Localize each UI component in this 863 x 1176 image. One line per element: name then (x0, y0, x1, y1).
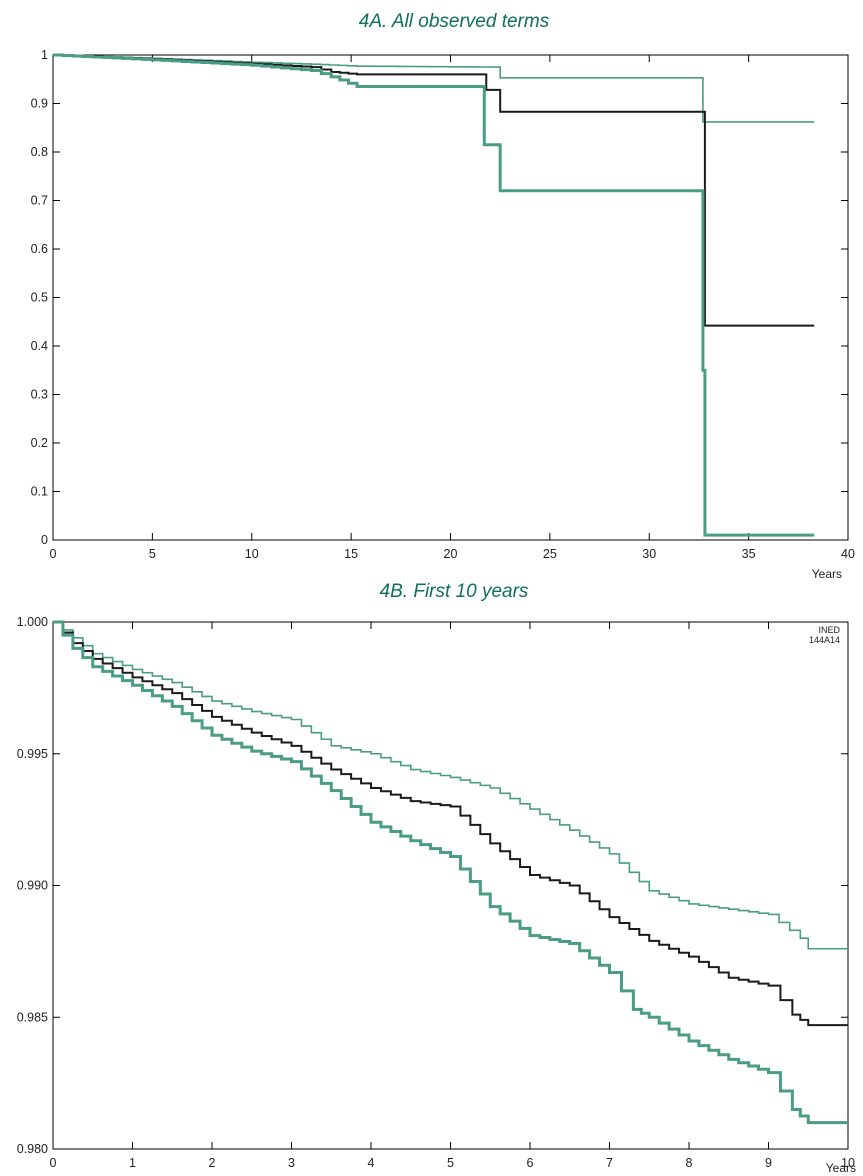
y-tick-label: 0.2 (31, 436, 48, 450)
series-line-thick (53, 620, 848, 1125)
chart-4a-plot-frame (52, 54, 849, 541)
ined-credit-line1: INED (818, 625, 840, 635)
x-tick-label: 20 (444, 547, 458, 561)
x-tick-label: 25 (543, 547, 557, 561)
x-tick-label: 10 (245, 547, 259, 561)
chart-4b-x-unit: Years (826, 1161, 856, 1175)
x-tick-label: 6 (527, 1156, 534, 1170)
ined-credit-line2: 144A14 (809, 635, 840, 645)
x-tick-label: 15 (344, 547, 358, 561)
y-tick-label: 0.4 (31, 339, 48, 353)
chart-4a-title: 4A. All observed terms (359, 11, 550, 32)
x-tick-label: 1 (129, 1156, 136, 1170)
y-tick-label: 0.1 (31, 485, 48, 499)
y-tick-label: 0.990 (17, 879, 48, 893)
y-tick-label: 0.5 (31, 291, 48, 305)
y-tick-label: 0.6 (31, 242, 48, 256)
y-tick-label: 0.3 (31, 388, 48, 402)
chart-4a-y-axis: 0 0.1 0.2 0.3 0.4 0.5 0.6 0.7 0.8 0.9 1 (31, 48, 848, 547)
x-tick-label: 30 (642, 547, 656, 561)
x-tick-label: 7 (606, 1156, 613, 1170)
chart-4b-y-axis: 0.980 0.985 0.990 0.995 1.000 (17, 615, 848, 1156)
x-tick-label: 8 (686, 1156, 693, 1170)
x-tick-label: 5 (149, 547, 156, 561)
x-tick-label: 40 (841, 547, 855, 561)
x-tick-label: 2 (209, 1156, 216, 1170)
y-tick-label: 0.8 (31, 145, 48, 159)
y-tick-label: 0 (41, 533, 48, 547)
y-tick-label: 0.9 (31, 97, 48, 111)
x-tick-label: 3 (288, 1156, 295, 1170)
y-tick-label: 0.7 (31, 194, 48, 208)
x-tick-label: 35 (742, 547, 756, 561)
y-tick-label: 1 (41, 48, 48, 62)
chart-4a-series (53, 53, 815, 537)
y-tick-label: 0.980 (17, 1142, 48, 1156)
x-tick-label: 4 (368, 1156, 375, 1170)
x-tick-label: 0 (50, 1156, 57, 1170)
x-tick-label: 10 (841, 1156, 855, 1170)
series-line-thin (53, 621, 848, 950)
chart-4b: 4B. First 10 years 0 1 2 3 4 5 6 7 8 9 10 0.9800.9… (17, 581, 856, 1175)
y-tick-label: 1.000 (17, 615, 48, 629)
chart-4a-x-axis: 0 5 10 15 20 25 30 35 40 (50, 55, 855, 561)
chart-4b-title: 4B. First 10 years (380, 581, 529, 602)
series-line-thick (53, 53, 815, 537)
y-tick-label: 0.995 (17, 747, 48, 761)
x-tick-label: 5 (447, 1156, 454, 1170)
series-line-medium (53, 621, 848, 1027)
x-tick-label: 0 (50, 547, 57, 561)
y-tick-label: 0.985 (17, 1010, 48, 1024)
chart-4a-x-unit: Years (812, 567, 842, 581)
chart-4b-series (53, 620, 848, 1125)
x-tick-label: 9 (765, 1156, 772, 1170)
chart-4b-x-axis: 0 1 2 3 4 5 6 7 8 9 10 (50, 622, 855, 1170)
chart-4a: 4A. All observed terms 0 5 10 15 20 25 30 35 40 … (31, 11, 855, 581)
